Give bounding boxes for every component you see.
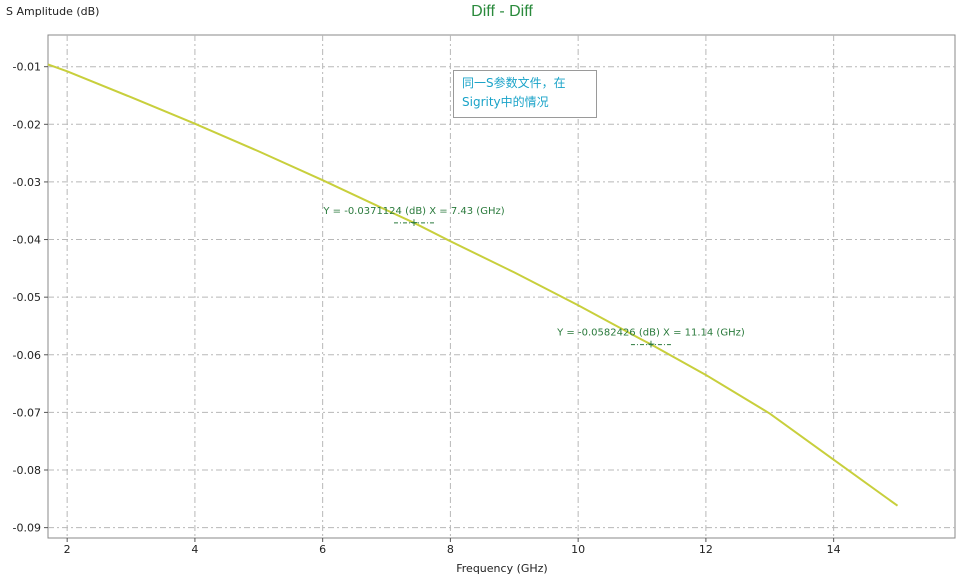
x-tick-label: 14 (827, 543, 841, 556)
annotation-box: 同一S参数文件，在 Sigrity中的情况 (453, 70, 597, 118)
series-line (47, 63, 899, 507)
y-axis-label: S Amplitude (dB) (6, 5, 99, 18)
x-tick-label: 12 (699, 543, 713, 556)
x-tick-label: 10 (571, 543, 585, 556)
y-tick-label: -0.01 (13, 61, 41, 74)
axis-ticks: 2 4 6 8 10 12 14 -0.01 -0.02 -0.03 -0.04 -0.05 -0.06… (13, 61, 841, 556)
y-tick-label: -0.06 (13, 349, 41, 362)
x-axis-label: Frequency (GHz) (456, 562, 547, 575)
annotation-line-1: 同一S参数文件，在 (462, 76, 566, 90)
y-tick-label: -0.07 (13, 406, 41, 419)
x-tick-label: 4 (191, 543, 198, 556)
y-tick-label: -0.09 (13, 522, 41, 535)
marker-point: + (409, 216, 418, 229)
y-tick-label: -0.03 (13, 176, 41, 189)
annotation-line-2: Sigrity中的情况 (462, 95, 549, 109)
y-tick-label: -0.05 (13, 291, 41, 304)
x-tick-label: 6 (319, 543, 326, 556)
y-tick-label: -0.08 (13, 464, 41, 477)
marker-point: + (646, 338, 655, 351)
y-tick-label: -0.02 (13, 118, 41, 131)
grid (48, 35, 955, 538)
x-tick-label: 2 (64, 543, 71, 556)
y-tick-label: -0.04 (13, 234, 41, 247)
plot-area (47, 34, 956, 539)
markers-group: +Y = -0.0371124 (dB) X = 7.43 (GHz)+Y = … (322, 206, 744, 351)
chart-title: Diff - Diff (471, 3, 533, 20)
marker-label: Y = -0.0582426 (dB) X = 11.14 (GHz) (556, 328, 745, 339)
series-group (47, 63, 899, 507)
x-tick-label: 8 (447, 543, 454, 556)
marker-label: Y = -0.0371124 (dB) X = 7.43 (GHz) (322, 206, 504, 217)
